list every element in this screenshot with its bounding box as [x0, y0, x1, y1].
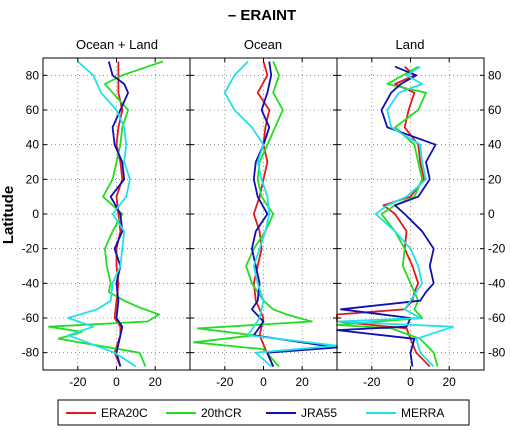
y-tick-label-left: -40: [22, 276, 40, 290]
series-line-jra55-panel-2: [251, 61, 338, 367]
panel-title-land: Land: [396, 37, 425, 52]
y-tick-label-right: -80: [488, 346, 506, 360]
legend-label-jra55: JRA55: [301, 406, 337, 420]
panel-title-ocean-land: Ocean + Land: [76, 37, 158, 52]
series-line-20thcr-panel-2: [193, 61, 313, 368]
series-line-merra-panel-1: [67, 60, 137, 368]
legend-label-era20c: ERA20C: [101, 406, 148, 420]
x-tick-label: 20: [296, 375, 310, 389]
y-tick-label-right: 20: [488, 172, 502, 186]
panel-title-ocean: Ocean: [244, 37, 282, 52]
y-tick-label-left: 60: [26, 103, 40, 117]
y-tick-label-left: 80: [26, 68, 40, 82]
y-tick-label-right: 40: [488, 138, 502, 152]
x-tick-label: -20: [216, 375, 234, 389]
y-tick-label-right: -40: [488, 276, 506, 290]
legend-label-20thcr: 20thCR: [201, 406, 242, 420]
x-tick-label: 20: [443, 375, 457, 389]
legend: ERA20C 20thCR JRA55 MERRA: [57, 399, 470, 426]
y-tick-label-left: -20: [22, 242, 40, 256]
series-line-20thcr-panel-1: [47, 60, 164, 367]
x-tick-label: -20: [69, 375, 87, 389]
y-tick-label-right: -60: [488, 311, 506, 325]
x-tick-label: -20: [363, 375, 381, 389]
y-axis-label: Latitude: [0, 186, 17, 244]
series-line-era20c-panel-2: [252, 61, 275, 367]
series-line-merra-panel-3: [336, 65, 454, 368]
legend-label-merra: MERRA: [401, 406, 444, 420]
legend-box: [57, 399, 470, 426]
x-tick-label: 20: [149, 375, 163, 389]
x-tick-label: 0: [407, 375, 414, 389]
y-tick-label-left: -60: [22, 311, 40, 325]
series-line-merra-panel-2: [223, 60, 338, 368]
x-tick-label: 0: [113, 375, 120, 389]
figure-title: – ERAINT: [228, 7, 296, 24]
y-tick-label-right: -20: [488, 242, 506, 256]
x-tick-label: 0: [260, 375, 267, 389]
y-tick-label-right: 0: [488, 207, 495, 221]
y-tick-label-left: 20: [26, 172, 40, 186]
y-tick-label-right: 60: [488, 103, 502, 117]
series-line-jra55-panel-1: [107, 61, 129, 367]
y-tick-label-left: -80: [22, 346, 40, 360]
plot-area: -20 0 20 -20 0 20 -20 0 20 -80 -80 -60 -60 -40 -40 -20 -…: [22, 57, 506, 389]
series-line-jra55-panel-3: [336, 65, 437, 367]
y-tick-label-left: 40: [26, 138, 40, 152]
y-tick-label-right: 80: [488, 68, 502, 82]
y-tick-label-left: 0: [32, 207, 39, 221]
